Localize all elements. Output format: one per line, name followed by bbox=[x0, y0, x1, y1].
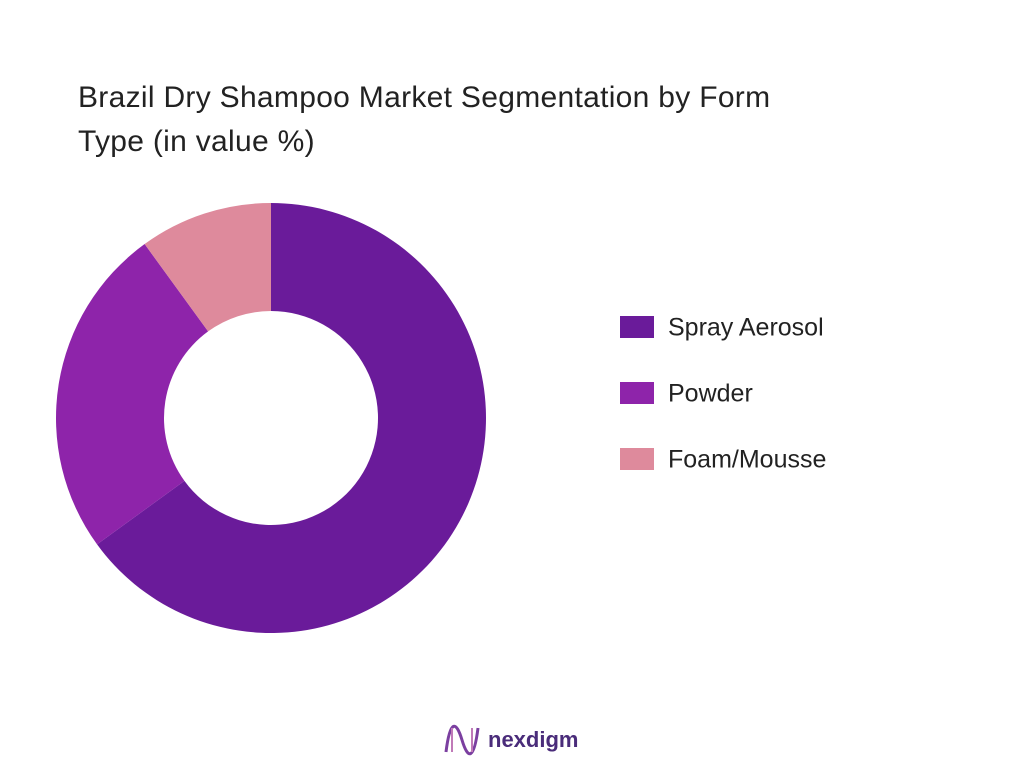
chart-title: Brazil Dry Shampoo Market Segmentation b… bbox=[78, 81, 771, 158]
legend-label: Foam/Mousse bbox=[668, 446, 826, 474]
logo: nexdigm bbox=[444, 725, 578, 755]
legend-swatch bbox=[620, 448, 654, 470]
donut-slice bbox=[56, 244, 209, 545]
legend-label: Spray Aerosol bbox=[668, 314, 824, 342]
legend-swatch bbox=[620, 382, 654, 404]
legend-label: Powder bbox=[668, 380, 753, 408]
legend-swatch bbox=[620, 316, 654, 338]
donut-slice bbox=[97, 203, 487, 633]
logo-icon bbox=[444, 725, 480, 755]
donut-slice bbox=[144, 203, 271, 332]
logo-text: nexdigm bbox=[488, 727, 578, 752]
logo-icon-lines bbox=[451, 728, 473, 752]
